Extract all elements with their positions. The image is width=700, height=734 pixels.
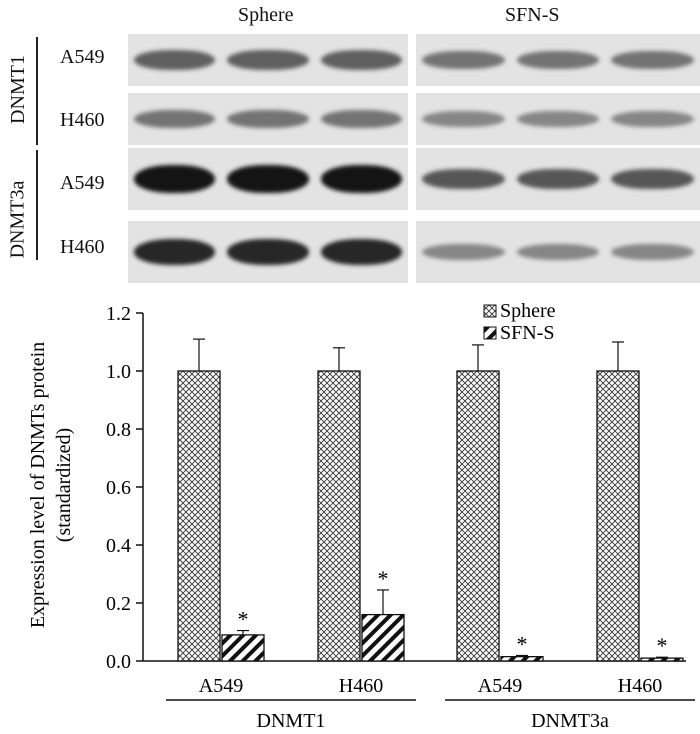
blot-band [611,168,694,190]
bar-sphere-0 [177,370,221,662]
blot-band [227,165,309,193]
y-tick-label: 0.0 [106,651,131,673]
blot-group-bracket-dnmt3a [36,150,38,260]
blot-panel-sfn-s-1 [416,93,700,145]
y-tick-label: 0.2 [106,593,131,615]
blot-group-dnmt3a: DNMT3a [0,150,36,288]
blot-band [320,165,402,193]
blot-band [320,50,402,70]
blot-column-label-sfn-s: SFN-S [505,4,560,26]
blot-band [516,50,600,70]
y-tick-label: 0.4 [106,535,131,557]
blot-band [227,50,309,70]
bar-sfn-s-0 [221,634,265,662]
blot-band [611,110,694,128]
blot-panel-sphere-3 [128,221,408,283]
blot-panel-sfn-s-2 [416,148,700,210]
y-axis-label-line1: Expression level of DNMTs protein [27,342,49,628]
bar-sfn-s-2 [500,655,544,662]
legend-label-sphere: Sphere [500,300,556,322]
blot-band [611,50,694,70]
legend-swatch-sfn-s [483,326,497,340]
blot-row-label: A549 [60,46,105,68]
blot-band [320,239,402,265]
blot-band [422,110,505,128]
blot-panel-sfn-s-3 [416,221,700,283]
group-label-dnmt3a: DNMT3a [531,710,609,732]
y-axis-label: Expression level of DNMTs protein (stand… [27,342,75,628]
bar-sphere-1 [317,370,361,662]
x-tick-label: H460 [618,675,662,697]
x-tick-label: A549 [478,675,522,697]
blot-group-label-dnmt1: DNMT1 [6,54,29,124]
blot-group-bracket-dnmt1 [36,37,38,145]
blot-panel-sphere-0 [128,34,408,86]
bar-sfn-s-1 [361,613,405,662]
significance-marker: * [378,566,389,591]
y-axis-label-line2: (standardized) [53,428,75,542]
blot-band [320,109,402,129]
blot-band [516,168,600,190]
legend-swatch-sphere [483,304,497,318]
y-tick-label: 0.6 [106,477,131,499]
blot-band [422,243,505,261]
blot-row-label: H460 [60,109,105,131]
x-tick-label: A549 [199,675,243,697]
significance-marker: * [238,607,249,632]
blot-row-label: A549 [60,172,105,194]
blot-band [422,168,505,190]
blot-band [516,110,600,128]
y-tick-label: 1.0 [106,361,131,383]
legend-label-sfn-s: SFN-S [500,322,554,344]
x-axis-labels: A549 H460 A549 H460 DNMT1 DNMT3a [166,675,695,732]
y-tick-label: 0.8 [106,419,131,441]
bars: * * * * [177,338,684,662]
blot-group-label-dnmt3a: DNMT3a [6,180,29,258]
group-label-dnmt1: DNMT1 [257,710,326,732]
blot-panel-sfn-s-0 [416,34,700,86]
bar-sphere-3 [596,370,640,662]
blot-band [516,243,600,261]
blot-band [227,239,309,265]
blot-band [134,239,216,265]
blot-panel-sphere-2 [128,148,408,210]
blot-band [227,109,309,129]
blot-panel-sphere-1 [128,93,408,145]
blot-band [134,165,216,193]
bar-sphere-2 [456,370,500,662]
y-tick-label: 1.2 [106,303,131,325]
significance-marker: * [517,631,528,656]
blot-band [611,243,694,261]
bar-sfn-s-3 [640,657,684,662]
blot-row-label: H460 [60,236,105,258]
blot-group-dnmt1: DNMT1 [0,33,36,145]
blot-column-label-sphere: Sphere [238,4,294,26]
blot-band [422,50,505,70]
blot-band [134,109,216,129]
x-tick-label: H460 [339,675,383,697]
significance-marker: * [657,633,668,658]
bar-chart: Expression level of DNMTs protein (stand… [27,300,695,732]
blot-band [134,50,216,70]
